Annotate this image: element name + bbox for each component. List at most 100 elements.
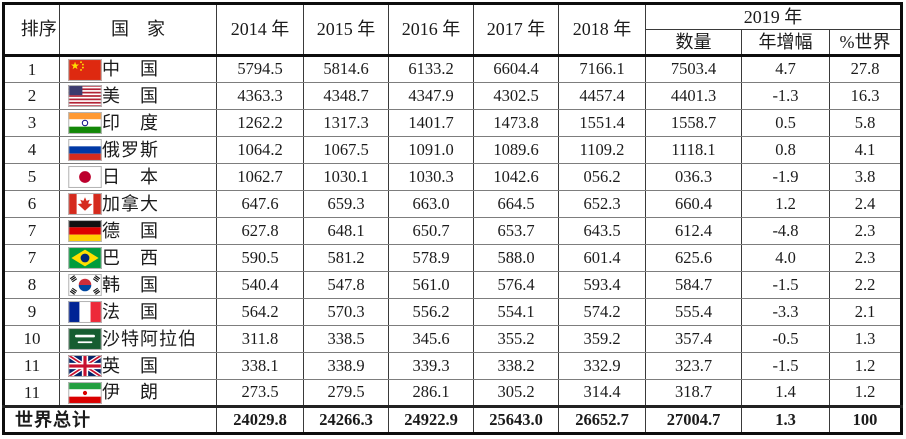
table-header: 排序 国 家 2014 年 2015 年 2016 年 2017 年 2018 … — [3, 3, 902, 56]
value-2016: 650.7 — [388, 217, 474, 245]
country-cell: 英 国 — [59, 352, 217, 380]
value-2018: 332.9 — [558, 352, 646, 380]
value-2019-growth: -1.9 — [741, 163, 830, 191]
rank-cell: 3 — [3, 109, 60, 137]
value-2019-quantity: 323.7 — [645, 352, 742, 380]
country-name: 德 国 — [102, 220, 159, 241]
value-2014: 1262.2 — [216, 109, 304, 137]
table-body: 1 中 国 5794.5 5814.6 6133.2 6604.4 7166.1… — [3, 54, 902, 407]
flag-france-icon — [68, 301, 102, 323]
table-row: 10 沙特阿拉伯 311.8 338.5 345.6 355.2 359.2 3… — [3, 325, 902, 353]
value-2017: 305.2 — [473, 379, 559, 407]
country-name: 加拿大 — [102, 193, 159, 214]
value-2019-quantity: 357.4 — [645, 325, 742, 353]
value-2015: 338.9 — [303, 352, 389, 380]
country-cell: 中 国 — [59, 54, 217, 83]
value-2018: 574.2 — [558, 298, 646, 326]
country-cell: 加拿大 — [59, 190, 217, 218]
value-2019-quantity: 4401.3 — [645, 82, 742, 110]
world-total-row: 世界总计 24029.8 24266.3 24922.9 25643.0 266… — [3, 405, 902, 434]
rank-cell: 10 — [3, 325, 60, 353]
total-2019-world-share: 100 — [829, 405, 902, 434]
rank-cell: 7 — [3, 217, 60, 245]
value-2018: 056.2 — [558, 163, 646, 191]
header-2019-growth: 年增幅 — [741, 29, 830, 56]
country-name: 英 国 — [102, 355, 159, 376]
value-2014: 540.4 — [216, 271, 304, 299]
value-2014: 590.5 — [216, 244, 304, 272]
value-2019-world-share: 2.1 — [829, 298, 902, 326]
table-row: 11 伊 朗 273.5 279.5 286.1 305.2 314.4 318… — [3, 379, 902, 407]
rank-cell: 1 — [3, 54, 60, 83]
value-2019-world-share: 1.2 — [829, 379, 902, 407]
rank-cell: 11 — [3, 379, 60, 407]
header-2019-quantity: 数量 — [645, 29, 742, 56]
value-2016: 4347.9 — [388, 82, 474, 110]
flag-iran-icon — [68, 381, 102, 404]
value-2019-world-share: 3.8 — [829, 163, 902, 191]
value-2016: 1401.7 — [388, 109, 474, 137]
rank-cell: 9 — [3, 298, 60, 326]
table-row: 6 加拿大 647.6 659.3 663.0 664.5 652.3 660.… — [3, 190, 902, 218]
value-2017: 1089.6 — [473, 136, 559, 164]
value-2015: 1030.1 — [303, 163, 389, 191]
table-row: 7 巴 西 590.5 581.2 578.9 588.0 601.4 625.… — [3, 244, 902, 272]
value-2018: 643.5 — [558, 217, 646, 245]
value-2018: 359.2 — [558, 325, 646, 353]
value-2018: 4457.4 — [558, 82, 646, 110]
value-2017: 1473.8 — [473, 109, 559, 137]
value-2018: 593.4 — [558, 271, 646, 299]
country-name: 巴 西 — [102, 247, 159, 268]
country-name: 俄罗斯 — [102, 139, 159, 160]
value-2017: 653.7 — [473, 217, 559, 245]
value-2018: 1551.4 — [558, 109, 646, 137]
flag-south-korea-icon — [68, 274, 102, 296]
value-2016: 1030.3 — [388, 163, 474, 191]
header-2016: 2016 年 — [388, 3, 474, 56]
value-2017: 576.4 — [473, 271, 559, 299]
value-2015: 570.3 — [303, 298, 389, 326]
header-2015: 2015 年 — [303, 3, 389, 56]
value-2017: 6604.4 — [473, 54, 559, 83]
table-row: 7 德 国 627.8 648.1 650.7 653.7 643.5 612.… — [3, 217, 902, 245]
value-2019-world-share: 2.4 — [829, 190, 902, 218]
value-2017: 355.2 — [473, 325, 559, 353]
flag-saudi-arabia-icon — [68, 328, 102, 350]
flag-japan-icon — [68, 166, 102, 188]
total-2018: 26652.7 — [558, 405, 646, 434]
country-name: 沙特阿拉伯 — [102, 328, 197, 349]
table-row: 2 美 国 4363.3 4348.7 4347.9 4302.5 4457.4… — [3, 82, 902, 110]
table-row: 5 日 本 1062.7 1030.1 1030.3 1042.6 056.2 … — [3, 163, 902, 191]
header-2014: 2014 年 — [216, 3, 304, 56]
table-row: 1 中 国 5794.5 5814.6 6133.2 6604.4 7166.1… — [3, 54, 902, 83]
value-2018: 1109.2 — [558, 136, 646, 164]
value-2019-quantity: 1118.1 — [645, 136, 742, 164]
country-cell: 沙特阿拉伯 — [59, 325, 217, 353]
value-2014: 338.1 — [216, 352, 304, 380]
value-2014: 564.2 — [216, 298, 304, 326]
value-2019-world-share: 4.1 — [829, 136, 902, 164]
country-name: 日 本 — [102, 166, 159, 187]
flag-brazil-icon — [68, 247, 102, 269]
country-cell: 伊 朗 — [59, 379, 217, 407]
country-cell: 印 度 — [59, 109, 217, 137]
flag-uk-icon — [68, 355, 102, 377]
value-2019-quantity: 612.4 — [645, 217, 742, 245]
country-name: 中 国 — [102, 59, 159, 80]
value-2015: 648.1 — [303, 217, 389, 245]
value-2019-growth: 4.7 — [741, 54, 830, 83]
value-2019-growth: 4.0 — [741, 244, 830, 272]
country-cell: 德 国 — [59, 217, 217, 245]
country-cell: 美 国 — [59, 82, 217, 110]
value-2019-growth: -1.5 — [741, 271, 830, 299]
rank-cell: 2 — [3, 82, 60, 110]
value-2017: 554.1 — [473, 298, 559, 326]
value-2014: 273.5 — [216, 379, 304, 407]
total-2017: 25643.0 — [473, 405, 559, 434]
flag-china-icon — [68, 58, 102, 81]
value-2019-growth: -1.5 — [741, 352, 830, 380]
flag-usa-icon — [68, 85, 102, 107]
value-2016: 556.2 — [388, 298, 474, 326]
